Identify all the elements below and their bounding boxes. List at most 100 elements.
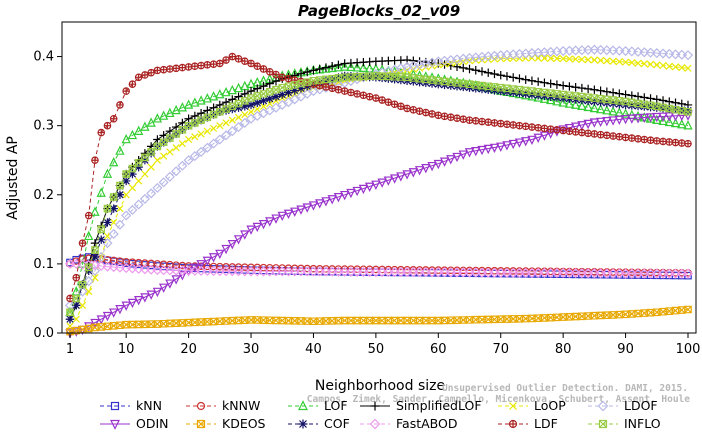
data-point-SimplifiedLOF xyxy=(502,72,512,81)
data-point-LOF xyxy=(165,107,175,118)
data-point-LDOF xyxy=(645,47,656,58)
data-point-LDOF xyxy=(595,44,606,55)
data-point-LoOP xyxy=(659,61,667,70)
data-point-LDF xyxy=(365,92,374,101)
data-point-ODIN xyxy=(570,122,581,132)
data-point-LoOP xyxy=(128,184,137,192)
data-point-LDF xyxy=(397,102,405,111)
data-point-LOF xyxy=(215,89,225,99)
data-point-ODIN xyxy=(458,150,468,160)
data-point-LDF xyxy=(640,135,649,144)
data-point-COF xyxy=(371,73,381,82)
data-point-LDOF xyxy=(657,48,669,59)
data-point-FastABOD xyxy=(139,264,150,275)
data-point-ODIN xyxy=(514,138,525,148)
data-point-COF xyxy=(640,102,649,111)
data-point-ODIN xyxy=(620,114,631,125)
data-point-ODIN xyxy=(452,152,462,163)
data-point-LDF xyxy=(234,55,243,63)
data-point-INFLO xyxy=(272,85,280,94)
data-point-COF xyxy=(97,235,106,244)
data-point-COF xyxy=(65,314,75,324)
data-point-ODIN xyxy=(290,207,300,217)
data-point-LOF xyxy=(109,156,119,167)
data-point-LOF xyxy=(102,168,113,178)
data-point-SimplifiedLOF xyxy=(546,79,555,88)
data-point-ODIN xyxy=(358,184,369,195)
data-point-LoOP xyxy=(135,177,143,185)
data-point-INFLO xyxy=(328,74,336,83)
x-tick-label: 50 xyxy=(368,342,385,357)
data-point-LDOF xyxy=(208,138,219,149)
data-point-LDF xyxy=(172,64,180,73)
data-point-LDF xyxy=(359,91,368,99)
data-point-LoOP xyxy=(209,124,218,133)
data-point-INFLO xyxy=(103,204,112,213)
legend-label: LDF xyxy=(534,416,558,431)
data-point-FastABOD xyxy=(77,259,88,270)
data-point-LOF xyxy=(683,120,693,130)
data-point-SimplifiedLOF xyxy=(409,56,418,65)
data-point-ODIN xyxy=(408,168,419,178)
x-tick-label: 100 xyxy=(676,342,701,357)
x-tick-label: 80 xyxy=(555,342,572,357)
data-point-SimplifiedLOF xyxy=(590,85,599,94)
legend-label: FastABOD xyxy=(396,416,458,431)
data-point-ODIN xyxy=(402,170,412,180)
data-point-LDF xyxy=(665,138,674,146)
data-point-LDOF xyxy=(139,193,150,204)
series-INFLO xyxy=(66,72,692,317)
data-point-ODIN xyxy=(383,176,394,186)
data-point-ODIN xyxy=(96,315,106,325)
data-point-SimplifiedLOF xyxy=(652,95,661,104)
data-point-SimplifiedLOF xyxy=(627,91,637,100)
data-point-SimplifiedLOF xyxy=(259,81,268,91)
data-point-LDF xyxy=(553,126,561,134)
data-point-FastABOD xyxy=(127,263,138,274)
data-point-LoOP xyxy=(646,60,655,68)
data-point-ODIN xyxy=(652,112,662,123)
data-point-INFLO xyxy=(684,108,692,116)
data-point-ODIN xyxy=(627,114,637,124)
data-point-LOF xyxy=(583,101,593,112)
data-point-LOF xyxy=(171,104,181,115)
data-point-LDOF xyxy=(196,146,207,157)
data-point-LDOF xyxy=(664,48,675,59)
data-point-SimplifiedLOF xyxy=(303,67,312,77)
data-point-LOF xyxy=(545,94,556,105)
data-point-ODIN xyxy=(639,113,649,124)
data-point-SimplifiedLOF xyxy=(228,95,237,104)
data-point-LoOP xyxy=(116,204,124,213)
legend-label: LoOP xyxy=(534,398,566,413)
series-line-ODIN xyxy=(69,114,689,334)
data-point-ODIN xyxy=(177,271,188,281)
data-point-ODIN xyxy=(321,197,331,207)
data-point-KDEOS xyxy=(109,322,118,330)
data-point-LDF xyxy=(428,110,436,118)
legend-marker xyxy=(369,418,381,430)
legend-item-COF: COF xyxy=(288,416,350,431)
data-point-FastABOD xyxy=(102,261,113,272)
y-tick-label: 0.0 xyxy=(33,326,54,341)
data-point-LoOP xyxy=(85,287,93,296)
data-point-LDF xyxy=(652,137,661,145)
data-point-SimplifiedLOF xyxy=(621,90,630,99)
data-point-LDF xyxy=(322,83,330,91)
data-point-LDF xyxy=(478,117,486,126)
data-point-FastABOD xyxy=(108,262,119,273)
data-point-LoOP xyxy=(178,140,186,148)
data-point-ODIN xyxy=(277,211,287,222)
data-point-COF xyxy=(384,74,393,83)
data-point-LDF xyxy=(634,135,642,143)
data-point-ODIN xyxy=(133,296,144,306)
legend-item-FastABOD: FastABOD xyxy=(360,416,458,431)
data-point-LDF xyxy=(621,133,630,142)
data-point-LDF xyxy=(503,120,511,129)
data-point-SimplifiedLOF xyxy=(221,97,231,107)
data-point-SimplifiedLOF xyxy=(533,77,543,86)
data-point-LDF xyxy=(509,121,518,129)
data-point-COF xyxy=(121,176,131,186)
data-point-INFLO xyxy=(191,119,199,127)
data-point-LOF xyxy=(677,119,687,129)
